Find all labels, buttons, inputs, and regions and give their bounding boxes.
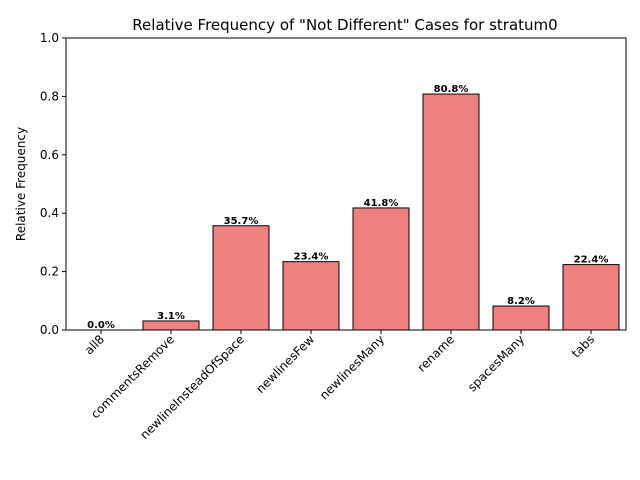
bar-rename xyxy=(422,93,480,331)
y-tick-label: 0.6 xyxy=(40,148,59,162)
y-axis-label: Relative Frequency xyxy=(14,127,28,241)
x-tick-label-rename: rename xyxy=(415,332,457,374)
x-tick-label-newlinesFew: newlinesFew xyxy=(253,332,317,396)
bar-commentsRemove xyxy=(142,320,200,331)
data-label-tabs: 22.4% xyxy=(574,255,609,266)
data-label-newlinesFew: 23.4% xyxy=(294,252,329,263)
bar-newlinesFew xyxy=(282,261,340,331)
plot-frame xyxy=(65,37,627,331)
y-tick-label: 0.0 xyxy=(40,323,59,337)
x-tick-label-spacesMany: spacesMany xyxy=(465,332,527,394)
y-tick-label: 1.0 xyxy=(40,31,59,45)
y-tick-label: 0.8 xyxy=(40,89,59,103)
bar-newlineInsteadOfSpace xyxy=(212,225,270,331)
data-label-commentsRemove: 3.1% xyxy=(157,311,185,322)
y-tick-label: 0.2 xyxy=(40,265,59,279)
plot-area: 0.0% 3.1% 35.7% 23.4% 41.8% 80.8% 8.2% 22.4% 0.0… xyxy=(40,31,627,442)
bar-tabs xyxy=(562,264,620,331)
y-tick-label: 0.4 xyxy=(40,206,59,220)
x-tick-label-all8: all8 xyxy=(82,332,107,357)
data-label-all8: 0.0% xyxy=(87,320,115,331)
chart-title: Relative Frequency of "Not Different" Ca… xyxy=(132,16,557,34)
data-label-rename: 80.8% xyxy=(434,84,469,95)
data-label-newlinesMany: 41.8% xyxy=(364,198,399,209)
data-label-newlineInsteadOfSpace: 35.7% xyxy=(224,216,259,227)
x-tick-label-tabs: tabs xyxy=(569,332,597,360)
x-tick-label-newlinesMany: newlinesMany xyxy=(317,332,387,402)
bar-newlinesMany xyxy=(352,207,410,331)
bar-spacesMany xyxy=(492,305,550,331)
data-label-spacesMany: 8.2% xyxy=(507,296,535,307)
